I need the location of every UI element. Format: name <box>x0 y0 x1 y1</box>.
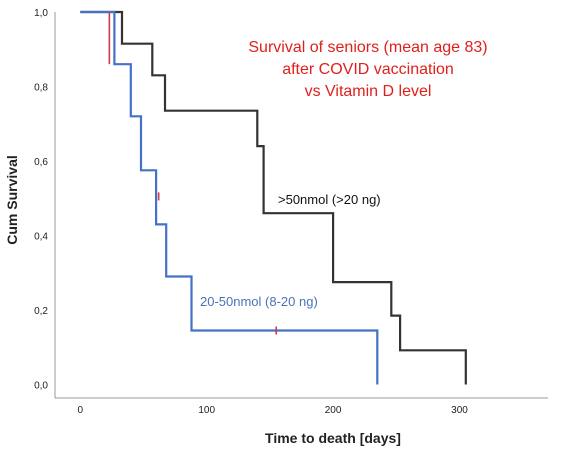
y-axis-title: Cum Survival <box>4 155 20 244</box>
y-tick-label: 0,2 <box>34 306 48 317</box>
censor-marks <box>108 12 278 335</box>
series-label-low: 20-50nmol (8-20 ng) <box>200 294 318 309</box>
x-tick-label: 200 <box>325 405 342 416</box>
y-tick-labels: 0,0 0,2 0,4 0,6 0,8 1,0 <box>34 8 48 392</box>
chart-title-line-3: vs Vitamin D level <box>305 83 432 100</box>
series-layer <box>80 10 467 385</box>
y-tick-label: 0,4 <box>34 232 48 243</box>
y-tick-label: 0,0 <box>34 381 48 392</box>
y-tick-label: 0,8 <box>34 83 48 94</box>
survival-curve-2 <box>80 10 379 385</box>
y-tick-label: 1,0 <box>34 8 48 19</box>
x-tick-labels: 0 100 200 300 <box>78 405 469 416</box>
series-label-high: >50nmol (>20 ng) <box>278 192 381 207</box>
survival-curve-1 <box>80 10 467 385</box>
x-axis-title: Time to death [days] <box>265 430 401 446</box>
x-tick-label: 100 <box>198 405 215 416</box>
x-tick-label: 300 <box>451 405 468 416</box>
x-tick-label: 0 <box>78 405 84 416</box>
chart-title-line-2: after COVID vaccination <box>282 61 454 78</box>
y-tick-label: 0,6 <box>34 157 48 168</box>
chart-title-line-1: Survival of seniors (mean age 83) <box>248 39 487 56</box>
